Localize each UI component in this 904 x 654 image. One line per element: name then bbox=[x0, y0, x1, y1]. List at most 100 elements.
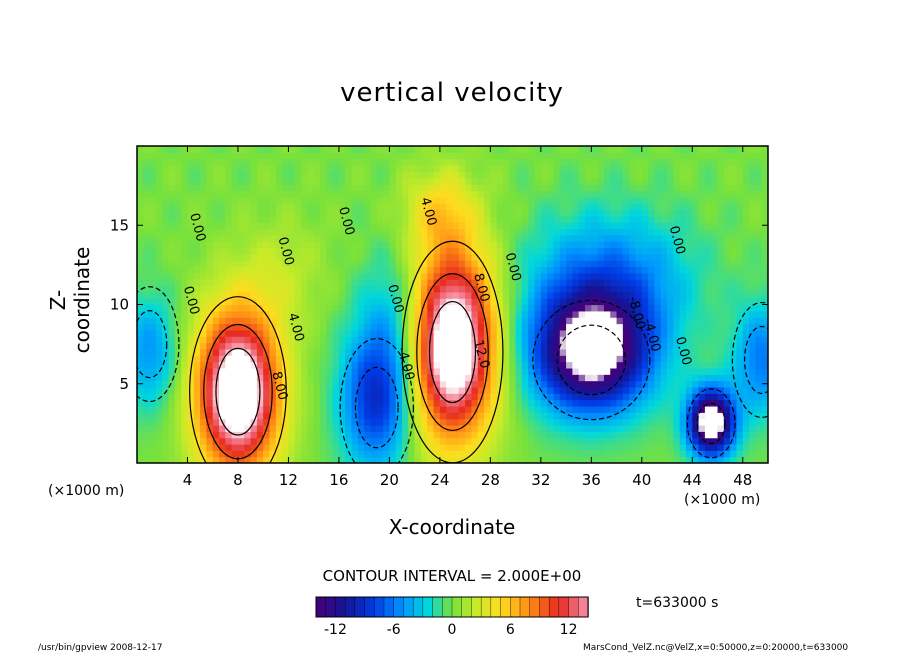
field-cell bbox=[515, 336, 523, 344]
field-cell bbox=[395, 329, 403, 337]
field-cell bbox=[673, 298, 681, 306]
field-cell bbox=[137, 190, 144, 198]
field-cell bbox=[458, 437, 466, 445]
field-cell bbox=[212, 437, 220, 445]
field-cell bbox=[193, 291, 201, 299]
field-cell bbox=[660, 260, 668, 268]
field-cell bbox=[755, 450, 763, 458]
field-cell bbox=[458, 310, 466, 318]
field-cell bbox=[749, 304, 756, 312]
field-cell bbox=[521, 196, 529, 204]
field-cell bbox=[717, 437, 725, 445]
field-cell bbox=[723, 399, 731, 407]
field-cell bbox=[326, 177, 334, 185]
field-cell bbox=[616, 222, 624, 230]
field-cell bbox=[761, 285, 768, 293]
field-cell bbox=[692, 228, 700, 236]
field-cell bbox=[749, 146, 756, 153]
field-cell bbox=[572, 374, 580, 382]
field-cell bbox=[288, 443, 296, 451]
field-cell bbox=[269, 228, 277, 236]
field-cell bbox=[307, 279, 315, 287]
field-cell bbox=[294, 405, 302, 413]
field-cell bbox=[566, 158, 573, 166]
field-cell bbox=[679, 228, 687, 236]
field-cell bbox=[477, 234, 485, 242]
field-cell bbox=[509, 393, 517, 401]
field-cell bbox=[723, 418, 731, 426]
field-cell bbox=[250, 146, 258, 153]
field-cell bbox=[237, 253, 245, 261]
field-cell bbox=[559, 456, 567, 463]
field-cell bbox=[149, 266, 157, 274]
field-cell bbox=[572, 234, 580, 242]
field-cell bbox=[193, 450, 201, 458]
field-cell bbox=[345, 203, 353, 210]
field-cell bbox=[610, 437, 618, 445]
field-cell bbox=[168, 418, 176, 426]
field-cell bbox=[408, 184, 416, 191]
field-cell bbox=[755, 291, 763, 299]
field-cell bbox=[193, 443, 201, 451]
field-cell bbox=[578, 146, 586, 153]
field-cell bbox=[629, 209, 637, 217]
field-cell bbox=[263, 348, 271, 356]
field-cell bbox=[307, 367, 315, 375]
field-cell bbox=[307, 374, 315, 382]
field-cell bbox=[206, 317, 214, 325]
field-cell bbox=[263, 367, 271, 375]
field-cell bbox=[389, 266, 397, 274]
field-cell bbox=[534, 348, 542, 356]
field-cell bbox=[288, 215, 296, 223]
field-cell bbox=[231, 456, 239, 463]
field-cell bbox=[484, 450, 491, 458]
field-cell bbox=[408, 209, 416, 217]
field-cell bbox=[225, 298, 233, 306]
field-cell bbox=[742, 272, 750, 280]
field-cell bbox=[755, 443, 763, 451]
field-cell bbox=[364, 165, 372, 172]
field-cell bbox=[301, 393, 308, 401]
field-cell bbox=[187, 152, 195, 160]
field-cell bbox=[364, 215, 372, 223]
field-cell bbox=[162, 146, 170, 153]
field-cell bbox=[540, 279, 548, 287]
field-cell bbox=[244, 380, 252, 388]
field-cell bbox=[332, 456, 340, 463]
field-cell bbox=[395, 152, 403, 160]
field-cell bbox=[193, 298, 201, 306]
field-cell bbox=[408, 222, 416, 230]
field-cell bbox=[484, 177, 491, 185]
field-cell bbox=[433, 329, 441, 337]
field-cell bbox=[692, 310, 700, 318]
field-cell bbox=[553, 298, 561, 306]
field-cell bbox=[439, 329, 447, 337]
field-cell bbox=[162, 184, 170, 191]
field-cell bbox=[319, 304, 327, 312]
field-cell bbox=[490, 399, 498, 407]
field-cell bbox=[395, 443, 403, 451]
field-cell bbox=[692, 291, 700, 299]
field-cell bbox=[357, 165, 365, 172]
field-cell bbox=[622, 443, 630, 451]
field-cell bbox=[357, 412, 365, 420]
field-cell bbox=[452, 437, 460, 445]
field-cell bbox=[137, 431, 144, 439]
field-cell bbox=[755, 367, 763, 375]
field-cell bbox=[610, 253, 618, 261]
field-cell bbox=[477, 418, 485, 426]
field-cell bbox=[174, 437, 182, 445]
field-cell bbox=[313, 399, 321, 407]
field-cell bbox=[496, 171, 504, 179]
field-cell bbox=[439, 209, 447, 217]
field-cell bbox=[307, 171, 315, 179]
field-cell bbox=[521, 272, 529, 280]
field-cell bbox=[282, 177, 290, 185]
field-cell bbox=[193, 279, 201, 287]
field-cell bbox=[730, 450, 738, 458]
field-cell bbox=[755, 342, 763, 350]
field-cell bbox=[149, 329, 157, 337]
field-cell bbox=[622, 393, 630, 401]
field-cell bbox=[685, 228, 693, 236]
field-cell bbox=[225, 228, 233, 236]
